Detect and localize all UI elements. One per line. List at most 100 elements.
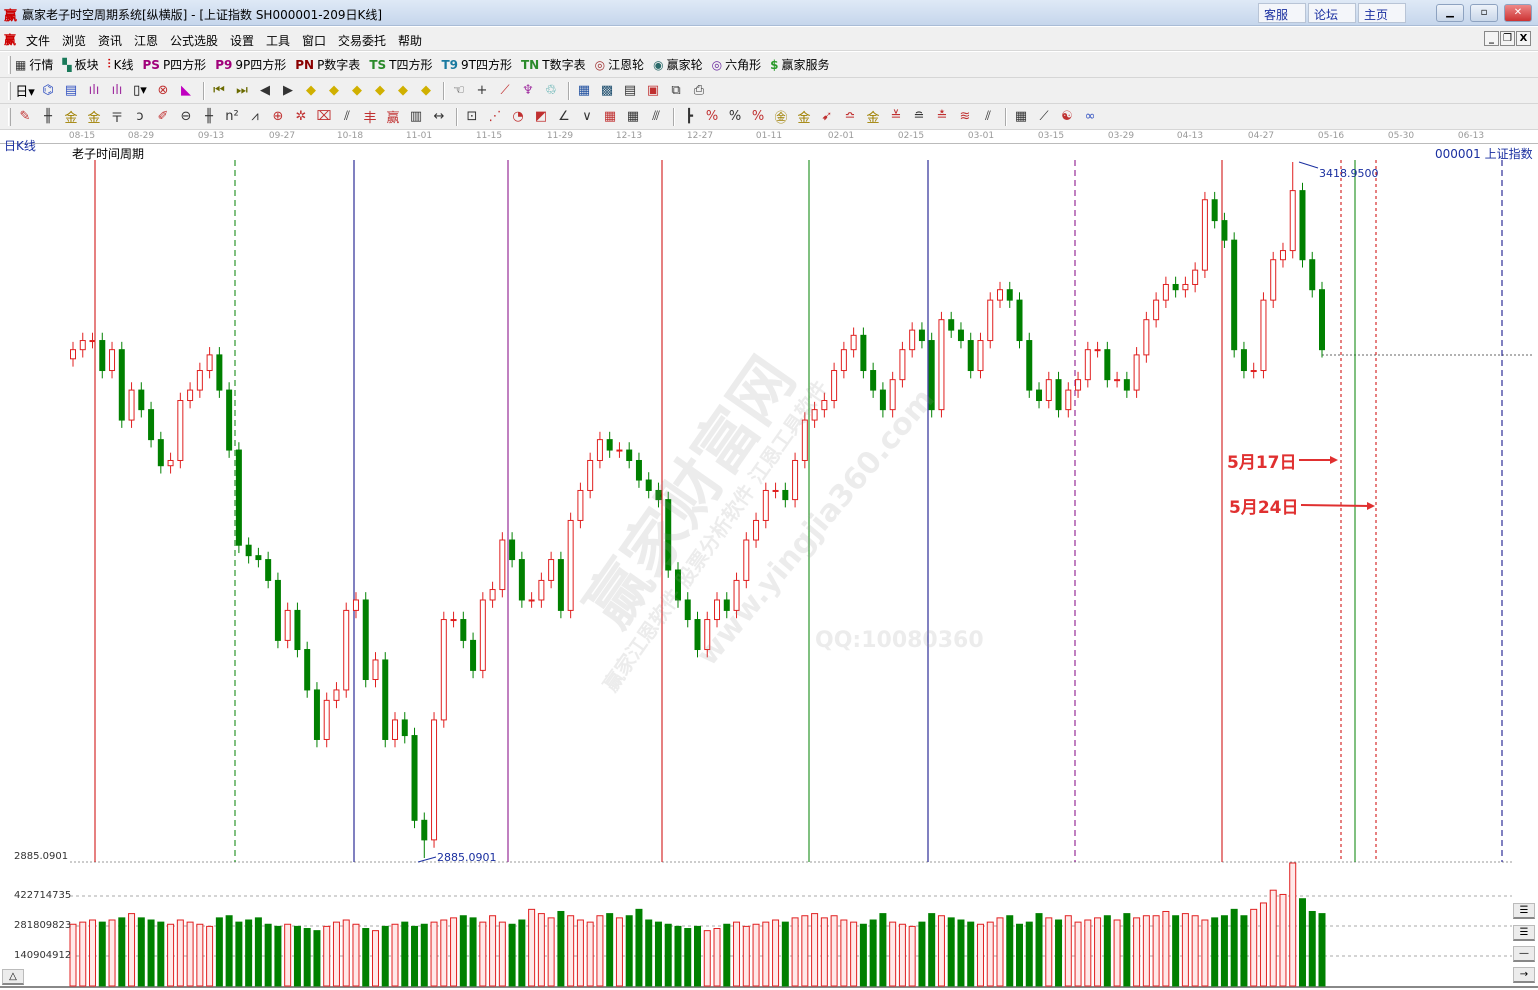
menu-formula[interactable]: 公式选股	[170, 34, 219, 48]
percent-icon[interactable]: %	[728, 109, 742, 124]
spiral-icon[interactable]: ↄ	[136, 109, 144, 124]
toolbar-button-kline[interactable]: ⫶ K线	[108, 56, 134, 73]
infinity-icon[interactable]: ∞	[1084, 109, 1096, 124]
toolbar-button-ts[interactable]: TS T四方形	[369, 56, 432, 73]
print-icon[interactable]: ⎙	[693, 83, 705, 98]
mdi-restore-button[interactable]: ❐	[1500, 31, 1515, 46]
toolbar-button-sector[interactable]: ▚ 板块	[62, 56, 98, 73]
left-icon[interactable]: ◀	[260, 83, 270, 98]
toolbar-button-hexagon[interactable]: ◎ 六角形	[712, 56, 762, 73]
cycle-icon[interactable]: ⊗	[157, 83, 169, 98]
volume-scale-button-4[interactable]: →	[1513, 967, 1535, 983]
menu-settings[interactable]: 设置	[230, 34, 255, 48]
grid2-icon[interactable]: ▦	[603, 109, 617, 124]
period-icon[interactable]: 丰	[363, 111, 377, 126]
mdi-minimize-button[interactable]: _	[1484, 31, 1499, 46]
volume-scale-button-2[interactable]: ☰	[1513, 925, 1535, 941]
arrow-tool-icon[interactable]: ➹	[821, 109, 833, 124]
volume-scale-button-3[interactable]: —	[1513, 946, 1535, 962]
bars9-icon[interactable]: ılı	[111, 83, 123, 98]
table2-icon[interactable]: ▦	[1014, 109, 1028, 124]
yinyang-icon[interactable]: ☯	[1061, 109, 1073, 124]
document-icon[interactable]: ▤	[64, 83, 78, 98]
gold-lines-icon[interactable]: 金	[797, 111, 811, 126]
arc-icon[interactable]: ◔	[512, 109, 524, 124]
fan2-icon[interactable]: ◩	[534, 109, 548, 124]
notes-icon[interactable]: ▤	[623, 83, 637, 98]
minimize-button[interactable]: ▁	[1436, 4, 1464, 22]
toolbar-button-tn[interactable]: TN T数字表	[521, 56, 586, 73]
network-icon[interactable]: ⧉	[671, 83, 681, 98]
customer-service-button[interactable]: 客服	[1258, 3, 1306, 23]
zoom-out-icon[interactable]: ◆	[421, 83, 431, 98]
gold-icon[interactable]: 金	[64, 111, 78, 126]
toolbar-button-quotes[interactable]: ▦ 行情	[15, 56, 53, 73]
shrink-icon[interactable]: ◆	[375, 83, 385, 98]
angle-lines-icon[interactable]: ≚	[890, 109, 902, 124]
brush-icon[interactable]: ✐	[157, 109, 169, 124]
crosshair-icon[interactable]: +	[476, 83, 488, 98]
calculator-icon[interactable]: ▩	[600, 83, 614, 98]
menu-window[interactable]: 窗口	[302, 34, 327, 48]
star-icon[interactable]: ✲	[295, 109, 307, 124]
expand-icon[interactable]: ◆	[352, 83, 362, 98]
toolbar-button-p9[interactable]: P9 9P四方形	[215, 56, 286, 73]
toolbar-button-gann-wheel[interactable]: ◎ 江恩轮	[595, 56, 645, 73]
recycle-icon[interactable]: ♲	[545, 83, 557, 98]
nav-left-icon[interactable]: ◆	[306, 83, 316, 98]
first-icon[interactable]: ⏮	[213, 83, 225, 98]
yingjia-icon[interactable]: 赢	[386, 111, 400, 126]
fan-lines2-icon[interactable]: ≛	[936, 109, 948, 124]
rays-icon[interactable]: ⋰	[488, 109, 502, 124]
zoom-in-icon[interactable]: ◆	[398, 83, 408, 98]
chart-icon[interactable]: ⌬	[42, 83, 54, 98]
period-day-dropdown[interactable]: 日▾	[15, 85, 35, 100]
percent-lines-icon[interactable]: %	[751, 109, 765, 124]
menu-help[interactable]: 帮助	[398, 34, 423, 48]
homepage-button[interactable]: 主页	[1358, 3, 1406, 23]
menu-browse[interactable]: 浏览	[62, 34, 87, 48]
menu-info[interactable]: 资讯	[98, 34, 123, 48]
last-icon[interactable]: ⏭	[236, 83, 248, 98]
grid3-icon[interactable]: ▦	[626, 109, 640, 124]
tool-icon[interactable]: ♆	[522, 83, 534, 98]
toolbar-grip[interactable]	[8, 107, 11, 126]
collapse-panel-button[interactable]: △	[2, 969, 24, 985]
nav-right-icon[interactable]: ◆	[329, 83, 339, 98]
line-icon[interactable]: ⟋	[500, 83, 510, 98]
table-icon[interactable]: ▥	[409, 109, 423, 124]
menu-file[interactable]: 文件	[26, 34, 51, 48]
slope-icon[interactable]: ⫽	[985, 109, 991, 124]
calendar-icon[interactable]: ▦	[577, 83, 591, 98]
parallel-icon[interactable]: ╫	[44, 109, 52, 124]
bars3-icon[interactable]: ılı	[88, 83, 100, 98]
circle-icon[interactable]: ⊖	[180, 109, 192, 124]
angle-icon[interactable]: ⩘	[251, 109, 259, 124]
toolbar-grip[interactable]	[8, 81, 11, 100]
gold2-icon[interactable]: 金	[87, 111, 101, 126]
volume-scale-button-1[interactable]: ☰	[1513, 903, 1535, 919]
menu-tools[interactable]: 工具	[266, 34, 291, 48]
maximize-button[interactable]: ▫	[1470, 4, 1498, 22]
forum-button[interactable]: 论坛	[1308, 3, 1356, 23]
close-button[interactable]: ✕	[1504, 4, 1532, 22]
toolbar-grip[interactable]	[8, 55, 11, 74]
menu-gann[interactable]: 江恩	[134, 34, 159, 48]
hand-icon[interactable]: ☜	[453, 83, 465, 98]
pen-icon[interactable]: ✎	[19, 109, 31, 124]
level-icon[interactable]: ≏	[844, 109, 856, 124]
n2-icon[interactable]: n²	[225, 109, 239, 124]
candle-dropdown[interactable]: ▯▾	[133, 83, 147, 98]
lines-icon[interactable]: ⫽	[344, 109, 350, 124]
toolbar-button-yingjia-wheel[interactable]: ◉ 赢家轮	[653, 56, 703, 73]
chart-line-icon[interactable]: ⟋	[1039, 109, 1049, 124]
flag-icon[interactable]: ◣	[181, 83, 191, 98]
toolbar-button-t9[interactable]: T9 9T四方形	[441, 56, 512, 73]
fan-icon[interactable]: 〒	[110, 111, 124, 126]
frame-icon[interactable]: ⊡	[466, 109, 478, 124]
wave-icon[interactable]: ∨	[582, 109, 592, 124]
zigzag-icon[interactable]: ≋	[959, 109, 971, 124]
gold-level-icon[interactable]: 金	[866, 111, 880, 126]
measure-icon[interactable]: ↔	[433, 109, 445, 124]
